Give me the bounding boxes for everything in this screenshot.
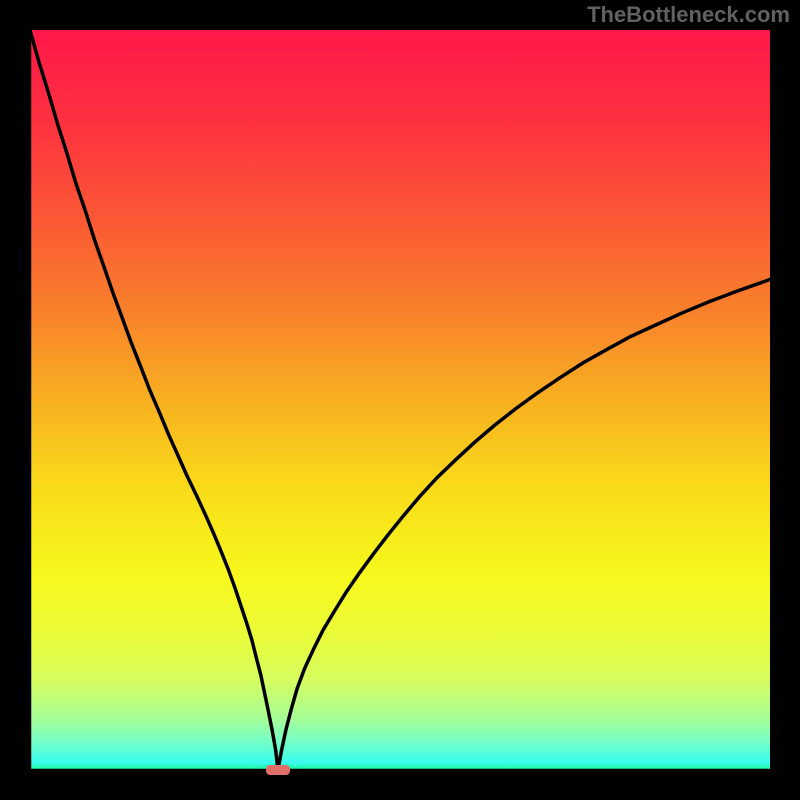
watermark-text: TheBottleneck.com: [587, 2, 790, 28]
chart-container: TheBottleneck.com: [0, 0, 800, 800]
notch-marker: [266, 765, 290, 775]
bottleneck-curve: [0, 0, 800, 800]
